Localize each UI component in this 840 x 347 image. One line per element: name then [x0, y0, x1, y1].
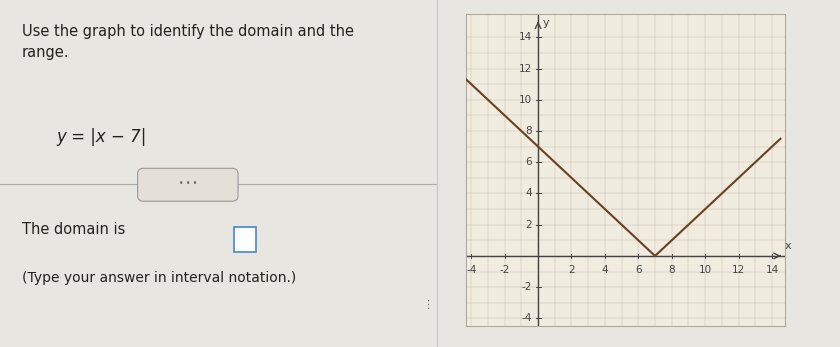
- Text: ⋮: ⋮: [423, 301, 433, 310]
- Text: 4: 4: [526, 188, 533, 198]
- Text: 12: 12: [732, 264, 745, 274]
- Text: 8: 8: [669, 264, 675, 274]
- Text: 10: 10: [519, 95, 533, 105]
- Text: 6: 6: [635, 264, 642, 274]
- Text: -2: -2: [500, 264, 510, 274]
- Text: -4: -4: [522, 313, 533, 323]
- Text: x: x: [785, 241, 791, 251]
- Text: 14: 14: [519, 32, 533, 42]
- Text: 14: 14: [765, 264, 779, 274]
- Text: 12: 12: [519, 64, 533, 74]
- Text: 6: 6: [526, 157, 533, 167]
- Text: y = |x − 7|: y = |x − 7|: [57, 128, 147, 146]
- Bar: [234, 227, 255, 252]
- Text: 10: 10: [699, 264, 711, 274]
- Text: 8: 8: [526, 126, 533, 136]
- Text: y: y: [543, 18, 549, 28]
- Text: 2: 2: [568, 264, 575, 274]
- Text: The domain is: The domain is: [22, 222, 125, 237]
- Text: -2: -2: [522, 282, 533, 292]
- Text: 2: 2: [526, 220, 533, 230]
- Text: Use the graph to identify the domain and the
range.: Use the graph to identify the domain and…: [22, 24, 354, 60]
- Text: (Type your answer in interval notation.): (Type your answer in interval notation.): [22, 271, 296, 285]
- Text: -4: -4: [466, 264, 476, 274]
- FancyBboxPatch shape: [138, 168, 238, 201]
- Text: 4: 4: [601, 264, 608, 274]
- Text: • • •: • • •: [179, 179, 197, 188]
